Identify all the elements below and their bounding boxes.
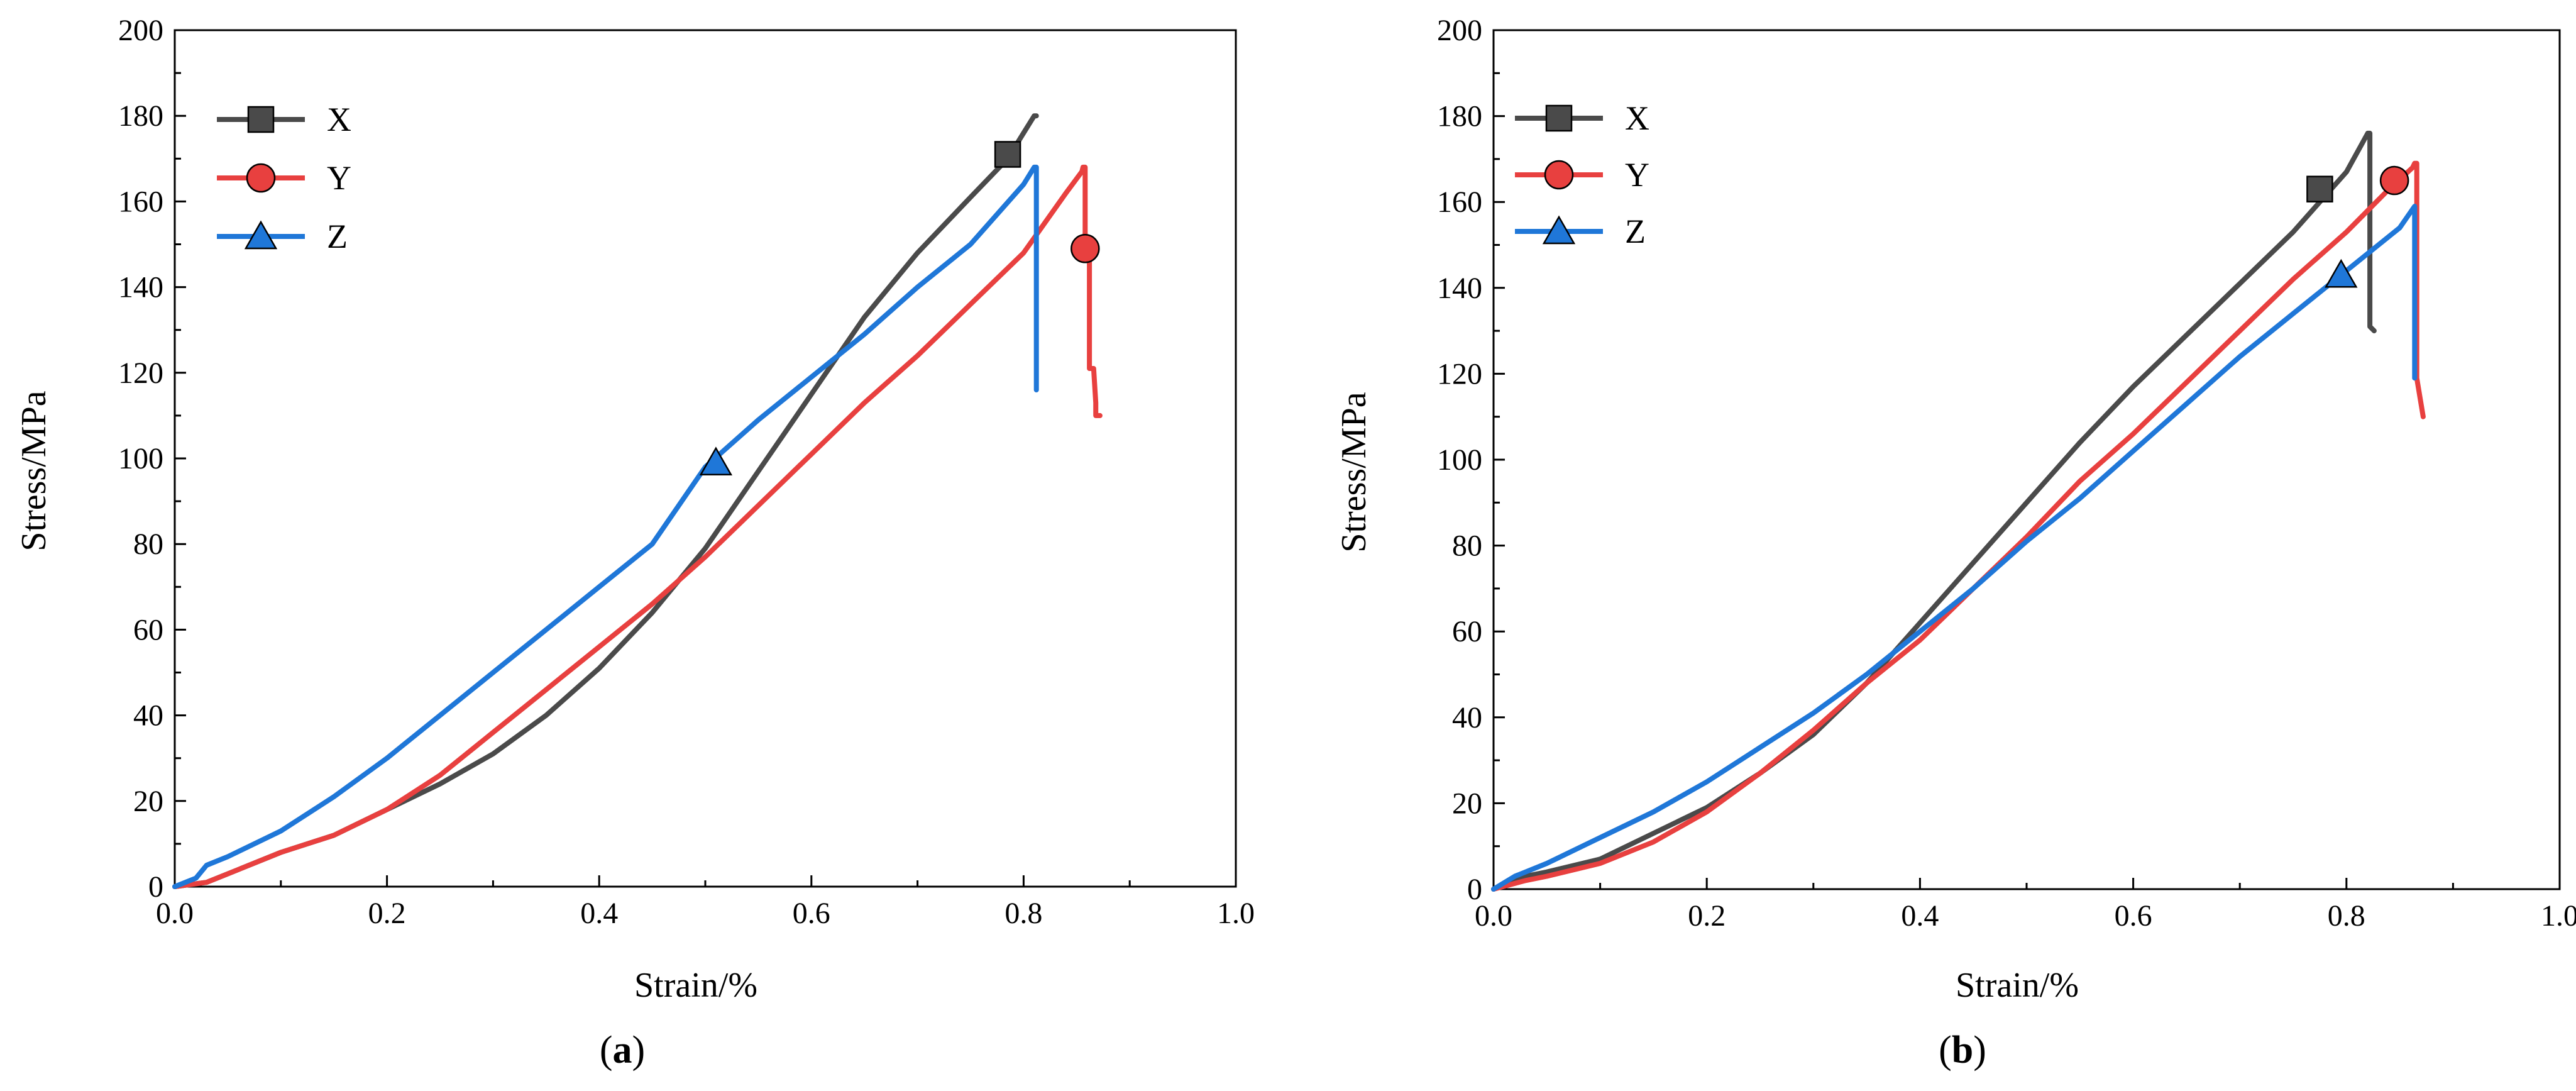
panel-a-y-tick-label: 40 bbox=[133, 699, 163, 733]
panel-b-legend-marker-x bbox=[1545, 104, 1573, 132]
panel-b-legend-label-z: Z bbox=[1625, 213, 1646, 250]
panel-a-series-z-line bbox=[172, 164, 1039, 889]
panel-b-x-tick-label: 0.8 bbox=[2328, 899, 2365, 933]
panel-b-x-tick-label: 0.4 bbox=[1901, 899, 1939, 933]
panel-a-x-tick-label: 0.0 bbox=[156, 897, 194, 930]
panel-b-y-tick-label: 100 bbox=[1437, 443, 1482, 477]
panel-a-legend-label-x: X bbox=[327, 101, 351, 138]
panel-b-series-y-marker bbox=[2379, 165, 2409, 196]
panel-a-caption-letter: a bbox=[613, 1029, 632, 1072]
panel-a-legend-marker-y bbox=[246, 163, 276, 193]
panel-b-series-z-line bbox=[1491, 204, 2418, 892]
panel-a-series-y-line bbox=[172, 164, 1103, 889]
panel-b-y-tick-label: 0 bbox=[1467, 873, 1482, 906]
panel-a-series-y-marker bbox=[1071, 234, 1100, 263]
panel-a-x-axis-title: Strain/% bbox=[634, 966, 757, 1005]
panel-b-x-tick-label: 0.6 bbox=[2115, 899, 2152, 933]
panel-b-x-tick-label: 0.2 bbox=[1688, 899, 1726, 933]
panel-a-legend: XYZ bbox=[217, 101, 351, 255]
panel-a-y-tick-label: 160 bbox=[118, 185, 163, 218]
panel-a-legend-label-y: Y bbox=[327, 159, 351, 197]
panel-b-caption: (b) bbox=[1939, 1029, 1986, 1072]
panel-a-y-tick-label: 20 bbox=[133, 785, 163, 818]
panel-b-y-tick-label: 60 bbox=[1452, 615, 1482, 648]
panel-a-legend-marker-x bbox=[247, 106, 275, 133]
panel-b-series-z-marker bbox=[2325, 258, 2358, 288]
panel-a-y-tick-label: 100 bbox=[118, 442, 163, 475]
panel-b-x-tick-label: 0.0 bbox=[1475, 899, 1512, 933]
panel-b-legend-label-x: X bbox=[1625, 99, 1649, 137]
panel-a-y-tick-label: 140 bbox=[118, 271, 163, 304]
panel-b-series-x-line bbox=[1491, 130, 2377, 892]
panel-a-y-axis-title: Stress/MPa bbox=[14, 390, 53, 551]
panel-a-y-tick-label: 180 bbox=[118, 99, 163, 133]
panel-a-y-tick-label: 120 bbox=[118, 357, 163, 390]
panel-b-y-tick-label: 180 bbox=[1437, 100, 1482, 133]
panel-a-y-tick-label: 0 bbox=[148, 870, 163, 904]
panel-b-legend-marker-y bbox=[1544, 160, 1574, 190]
panel-b-caption-close: ) bbox=[1973, 1029, 1986, 1072]
panel-a-legend-marker-z bbox=[244, 220, 278, 250]
panel-a-x-tick-label: 0.6 bbox=[793, 897, 830, 930]
panel-a: 0.0 0.2 0.4 0.6 0.8 1.0 0 20 40 60 80 100 120 140 160 1… bbox=[14, 14, 1255, 1072]
panel-b-y-tick-label: 80 bbox=[1452, 529, 1482, 563]
panel-a-y-tick-label: 200 bbox=[118, 14, 163, 47]
panel-a-x-tick-label: 1.0 bbox=[1217, 897, 1255, 930]
panel-b: 0.0 0.2 0.4 0.6 0.8 1.0 0 20 40 60 80 100 120 140 160 1… bbox=[1335, 14, 2576, 1072]
panel-a-series-z-marker bbox=[699, 446, 733, 476]
panel-b-legend-marker-z bbox=[1542, 215, 1576, 245]
panel-a-x-tick-label: 0.8 bbox=[1005, 897, 1042, 930]
panel-b-caption-letter: b bbox=[1952, 1029, 1973, 1072]
panel-b-x-tick-label: 1.0 bbox=[2541, 899, 2576, 933]
panel-a-series-x-marker bbox=[994, 141, 1021, 168]
panel-b-legend: XYZ bbox=[1515, 99, 1649, 250]
panel-b-x-axis-title: Strain/% bbox=[1956, 966, 2079, 1005]
panel-b-y-tick-label: 160 bbox=[1437, 186, 1482, 219]
panel-a-y-tick-label: 80 bbox=[133, 528, 163, 561]
panel-a-caption-open: ( bbox=[600, 1029, 613, 1072]
panel-a-caption: (a) bbox=[600, 1029, 645, 1072]
panel-a-caption-close: ) bbox=[632, 1029, 646, 1072]
panel-b-y-tick-label: 140 bbox=[1437, 272, 1482, 305]
panel-b-caption-open: ( bbox=[1939, 1029, 1952, 1072]
panel-a-x-tick-label: 0.2 bbox=[368, 897, 406, 930]
panel-b-y-tick-label: 20 bbox=[1452, 787, 1482, 820]
panel-a-legend-label-z: Z bbox=[327, 218, 348, 255]
panel-b-y-tick-label: 40 bbox=[1452, 701, 1482, 734]
panel-a-x-tick-label: 0.4 bbox=[580, 897, 618, 930]
panel-b-series-x-marker bbox=[2306, 175, 2333, 202]
panel-b-legend-label-y: Y bbox=[1625, 156, 1649, 194]
panel-b-y-tick-label: 200 bbox=[1437, 14, 1482, 47]
panel-a-y-tick-label: 60 bbox=[133, 613, 163, 646]
panels: 0.0 0.2 0.4 0.6 0.8 1.0 0 20 40 60 80 100 120 140 160 1… bbox=[14, 14, 2576, 1072]
panel-b-y-axis-title: Stress/MPa bbox=[1335, 392, 1373, 552]
panel-b-series-y-line bbox=[1491, 160, 2426, 892]
panel-b-y-tick-label: 120 bbox=[1437, 357, 1482, 390]
